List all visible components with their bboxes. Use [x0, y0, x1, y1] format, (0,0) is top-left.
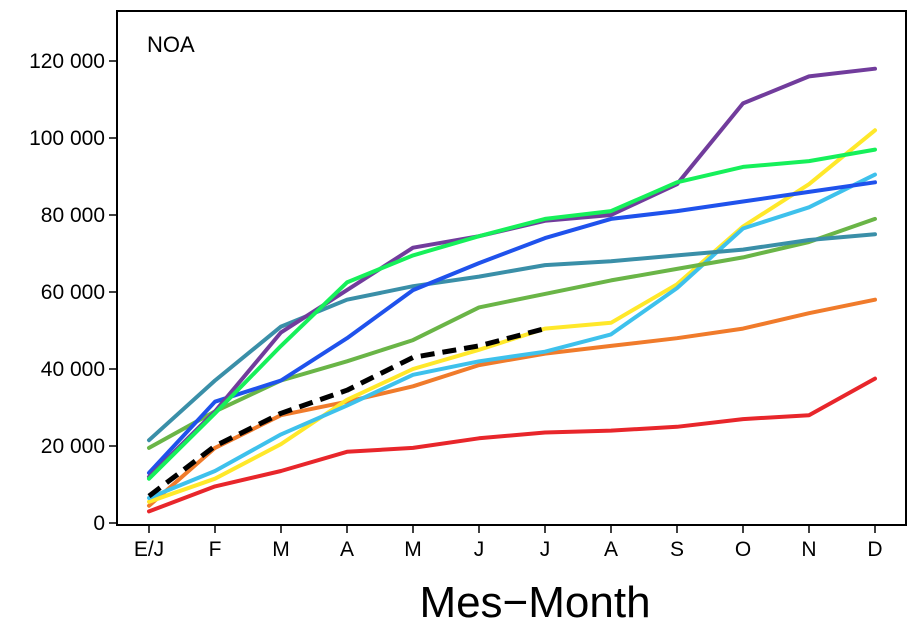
y-axis: 0 20 000 40 000 60 000 80 000 100 000 120 000 [29, 50, 117, 535]
panel-label: NOA [147, 32, 195, 57]
x-axis: E/J F M A M J J A S O N D [134, 525, 883, 561]
x-tick-label: O [735, 538, 751, 561]
series-line-6 [147, 232, 877, 443]
series-line-7 [147, 180, 877, 475]
y-tick-label: 0 [93, 512, 105, 535]
series-line-9 [147, 147, 877, 481]
y-tick-label: 120 000 [29, 50, 105, 73]
y-tick-label: 40 000 [41, 358, 105, 381]
series-line-5 [147, 216, 877, 450]
x-tick-label: N [801, 538, 816, 561]
x-tick-label: A [604, 538, 618, 561]
x-axis-title: Mes−Month [419, 578, 650, 620]
y-tick-label: 20 000 [41, 435, 105, 458]
x-tick-label: A [340, 538, 354, 561]
y-tick-label: 80 000 [41, 204, 105, 227]
series-layer [147, 66, 877, 514]
x-tick-label: F [209, 538, 222, 561]
x-tick-label: E/J [134, 538, 164, 561]
x-tick-label: S [670, 538, 684, 561]
plot-frame [116, 10, 907, 526]
x-tick-label: M [272, 538, 290, 561]
y-tick-label: 60 000 [41, 281, 105, 304]
series-line-4 [147, 172, 877, 500]
x-tick-label: J [474, 538, 485, 561]
series-line-current-year [147, 326, 546, 499]
x-tick-label: J [540, 538, 551, 561]
x-tick-label: D [867, 538, 882, 561]
series-line-1 [147, 376, 877, 514]
y-tick-label: 100 000 [29, 127, 105, 150]
x-tick-label: M [404, 538, 422, 561]
